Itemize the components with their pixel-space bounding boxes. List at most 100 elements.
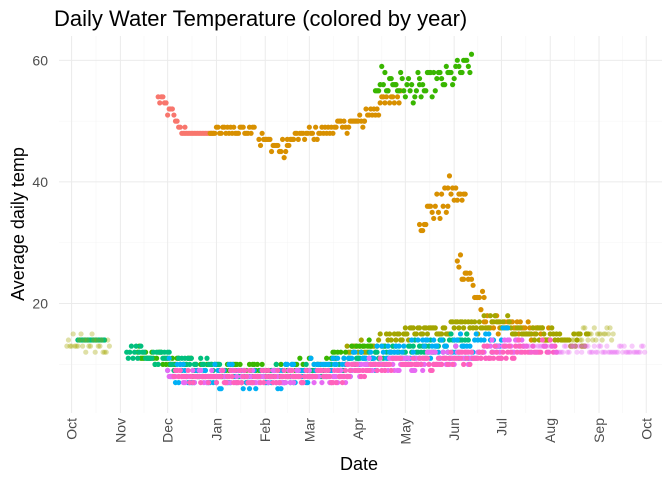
- data-point: [605, 349, 612, 355]
- x-tick-label: Nov: [112, 418, 128, 443]
- data-point: [133, 343, 139, 349]
- data-point: [438, 337, 445, 343]
- data-point: [495, 331, 501, 337]
- data-point: [522, 325, 528, 331]
- data-point: [346, 373, 352, 380]
- data-point: [635, 349, 641, 355]
- data-point: [637, 349, 643, 355]
- data-point: [376, 337, 382, 343]
- data-point: [387, 361, 393, 367]
- data-point: [401, 343, 407, 349]
- data-point: [240, 386, 246, 392]
- data-point: [213, 379, 220, 386]
- data-point: [533, 331, 539, 337]
- data-point: [591, 343, 597, 349]
- data-point: [387, 331, 393, 337]
- data-point: [574, 337, 580, 343]
- data-point: [640, 343, 646, 349]
- data-point: [547, 337, 553, 343]
- data-point: [566, 337, 572, 343]
- data-point: [220, 367, 226, 374]
- data-point: [243, 373, 249, 380]
- data-point: [368, 349, 374, 355]
- data-point: [473, 331, 479, 337]
- data-point: [295, 136, 301, 142]
- data-point: [399, 337, 405, 343]
- data-point: [339, 379, 345, 386]
- data-point: [553, 349, 560, 355]
- data-point: [479, 288, 486, 294]
- data-point: [78, 331, 84, 337]
- data-point: [468, 349, 475, 355]
- data-point: [374, 349, 380, 355]
- data-point: [560, 349, 566, 355]
- data-point: [165, 112, 171, 118]
- data-point: [201, 361, 207, 367]
- data-point: [461, 276, 467, 282]
- data-point: [86, 343, 92, 349]
- data-point: [525, 343, 531, 349]
- data-point: [585, 343, 591, 349]
- data-point: [70, 331, 76, 337]
- data-point: [561, 343, 567, 349]
- data-point: [585, 331, 591, 337]
- data-point: [215, 124, 221, 130]
- data-point: [231, 124, 237, 130]
- data-point: [366, 355, 372, 361]
- data-point: [623, 349, 629, 355]
- data-point: [281, 155, 287, 161]
- data-point: [484, 343, 490, 349]
- data-point: [517, 319, 523, 325]
- data-point: [382, 69, 388, 76]
- data-point: [290, 361, 297, 367]
- data-point: [467, 69, 473, 76]
- data-point: [396, 331, 402, 337]
- data-point: [302, 136, 308, 142]
- data-point: [568, 343, 574, 349]
- data-point: [558, 349, 564, 355]
- data-point: [377, 100, 383, 106]
- data-point: [303, 361, 309, 367]
- data-point: [582, 343, 588, 349]
- data-point: [448, 191, 454, 197]
- data-point: [602, 331, 608, 337]
- data-point: [366, 367, 372, 374]
- data-point: [459, 197, 465, 203]
- data-point: [531, 337, 538, 343]
- data-point: [582, 343, 588, 349]
- data-point: [557, 349, 563, 355]
- data-point: [202, 367, 209, 374]
- data-point: [65, 337, 72, 343]
- data-point: [185, 367, 191, 374]
- data-point: [577, 337, 583, 343]
- data-point: [209, 367, 215, 374]
- data-point: [596, 331, 602, 337]
- data-point: [409, 82, 415, 88]
- data-point: [546, 349, 552, 355]
- data-point: [402, 325, 408, 331]
- data-point: [448, 331, 454, 337]
- data-point: [468, 51, 475, 57]
- data-point: [516, 337, 522, 343]
- data-point: [539, 337, 545, 343]
- data-point: [377, 355, 383, 361]
- data-point: [566, 349, 572, 355]
- data-point: [347, 367, 353, 374]
- data-point: [453, 343, 459, 349]
- data-point: [420, 331, 426, 337]
- data-point: [437, 215, 443, 222]
- data-point: [176, 379, 182, 386]
- data-point: [431, 69, 437, 76]
- data-point: [492, 313, 498, 319]
- chart-title: Daily Water Temperature (colored by year…: [54, 6, 467, 31]
- data-point: [575, 343, 582, 349]
- data-point: [468, 276, 475, 282]
- data-point: [235, 130, 242, 136]
- data-point: [500, 349, 506, 355]
- data-point: [279, 136, 286, 142]
- data-point: [503, 355, 509, 361]
- data-point: [448, 69, 454, 76]
- data-point: [437, 69, 443, 76]
- data-point: [457, 331, 464, 337]
